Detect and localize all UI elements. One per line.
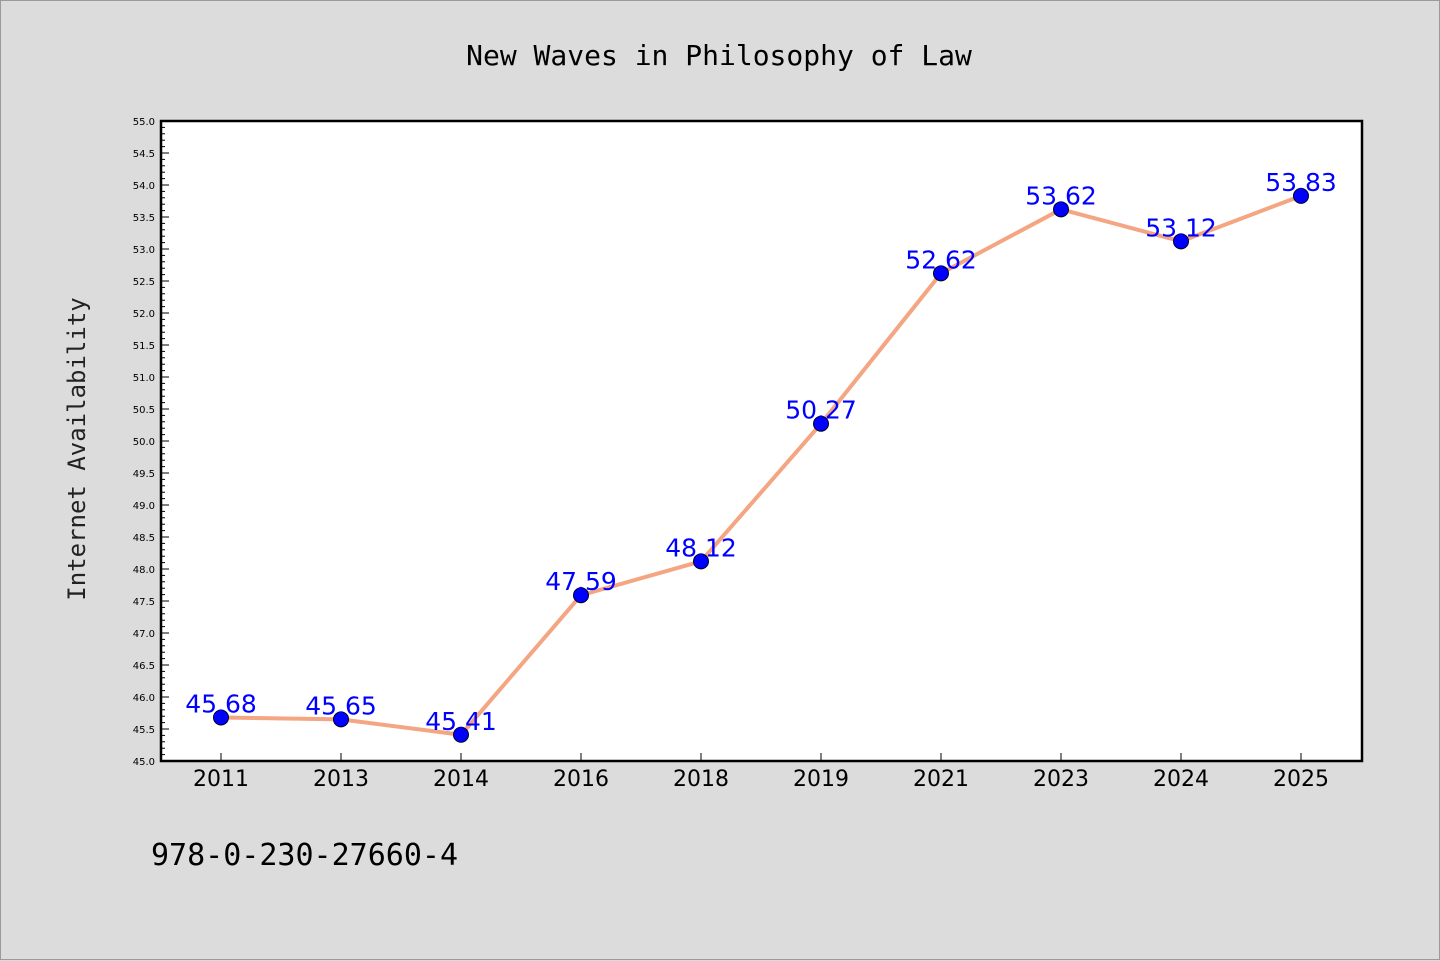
x-tick-label: 2024 bbox=[1153, 767, 1209, 792]
data-point bbox=[333, 711, 349, 728]
y-axis-label: Internet Availability bbox=[63, 297, 91, 600]
y-tick-label: 46.5 bbox=[133, 661, 155, 672]
y-tick-label: 53.5 bbox=[133, 213, 155, 224]
y-tick-label: 52.0 bbox=[133, 309, 155, 320]
y-tick-label: 47.5 bbox=[133, 597, 155, 608]
y-tick-label: 50.0 bbox=[133, 437, 155, 448]
data-label: 50.27 bbox=[785, 396, 857, 425]
x-tick-label: 2025 bbox=[1273, 767, 1329, 792]
data-point bbox=[693, 553, 709, 570]
data-point bbox=[933, 265, 949, 282]
series-line-group bbox=[219, 193, 1303, 737]
y-tick-label: 45.0 bbox=[133, 757, 155, 768]
data-label: 53.62 bbox=[1025, 181, 1097, 210]
y-tick-label: 53.0 bbox=[133, 245, 155, 256]
x-tick-label: 2021 bbox=[913, 767, 969, 792]
data-label: 45.68 bbox=[185, 689, 257, 718]
x-tick-label: 2018 bbox=[673, 767, 729, 792]
y-tick-label: 49.5 bbox=[133, 469, 155, 480]
y-tick-label: 50.5 bbox=[133, 405, 155, 416]
y-tick-label: 51.0 bbox=[133, 373, 155, 384]
data-point bbox=[1293, 187, 1309, 204]
data-point bbox=[1053, 201, 1069, 218]
data-point bbox=[213, 709, 229, 726]
data-labels: 45.68 45.65 45.41 47.59 48.12 50.27 52.62 53.62… bbox=[185, 168, 1337, 736]
isbn-annotation: 978-0-230-27660-4 bbox=[151, 838, 458, 873]
y-tick-label: 48.0 bbox=[133, 565, 155, 576]
y-tick-label: 52.5 bbox=[133, 277, 155, 288]
y-tick-label: 49.0 bbox=[133, 501, 155, 512]
data-label: 53.83 bbox=[1265, 168, 1337, 197]
chart-title: New Waves in Philosophy of Law bbox=[466, 39, 972, 72]
data-label: 53.12 bbox=[1145, 213, 1217, 242]
data-label: 47.59 bbox=[545, 567, 617, 596]
y-tick-label: 54.5 bbox=[133, 149, 155, 160]
plot-area bbox=[159, 119, 1364, 763]
y-tick-label: 55.0 bbox=[133, 117, 155, 128]
y-tick-label: 51.5 bbox=[133, 341, 155, 352]
y-axis-ticks: 45.0 45.5 46.0 46.5 47.0 47.5 48.0 48.5 49.0 49.5… bbox=[133, 117, 169, 768]
data-point bbox=[1173, 233, 1189, 250]
x-tick-label: 2014 bbox=[433, 767, 489, 792]
series-line bbox=[219, 193, 1303, 737]
data-point bbox=[573, 587, 589, 604]
data-label: 48.12 bbox=[665, 533, 737, 562]
data-point bbox=[813, 415, 829, 432]
x-tick-label: 2013 bbox=[313, 767, 369, 792]
x-tick-label: 2016 bbox=[553, 767, 609, 792]
y-tick-label: 46.0 bbox=[133, 693, 155, 704]
y-tick-label: 48.5 bbox=[133, 533, 155, 544]
y-tick-label: 54.0 bbox=[133, 181, 155, 192]
data-point bbox=[453, 726, 469, 743]
x-tick-label: 2019 bbox=[793, 767, 849, 792]
y-tick-label: 45.5 bbox=[133, 725, 155, 736]
data-label: 52.62 bbox=[905, 245, 977, 274]
series-markers bbox=[213, 187, 1309, 743]
x-tick-label: 2023 bbox=[1033, 767, 1089, 792]
x-tick-label: 2011 bbox=[193, 767, 249, 792]
x-axis-ticks: 2011 2013 2014 2016 2018 2019 2021 2023 2024 2025 bbox=[193, 753, 1329, 792]
data-label: 45.65 bbox=[305, 691, 377, 720]
y-tick-label: 47.0 bbox=[133, 629, 155, 640]
data-label: 45.41 bbox=[425, 707, 497, 736]
